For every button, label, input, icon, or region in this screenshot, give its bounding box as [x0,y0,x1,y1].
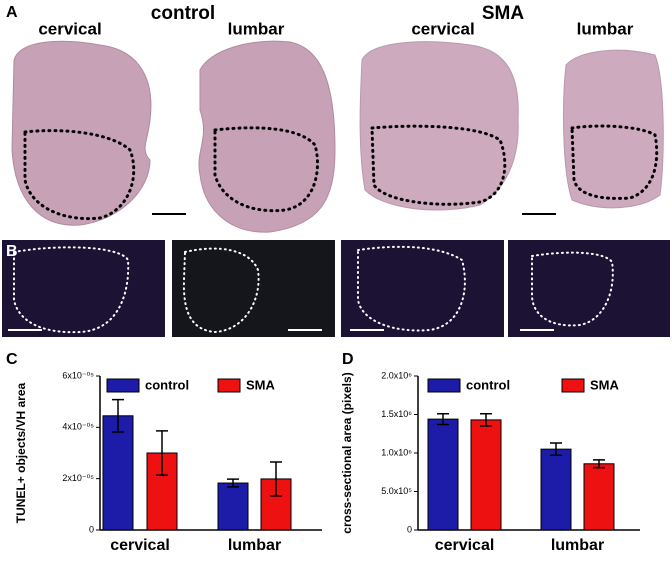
y-tick-label: 5.0x10⁵ [381,486,412,496]
panel-label: B [6,243,18,260]
y-tick-label: 2.0x10⁶ [381,370,412,380]
panel-label: D [342,351,354,368]
x-tick-label: lumbar [551,537,604,554]
y-tick-label: 0 [407,524,412,534]
panel-label: A [6,4,18,21]
error-bar [270,461,282,497]
bar [470,419,502,531]
legend-label: SMA [590,377,620,392]
error-bar [437,412,449,426]
bar [427,418,459,531]
bar [583,463,615,531]
y-tick-label: 4x10⁻⁰⁵ [62,422,94,432]
y-tick-label: 6x10⁻⁰⁵ [62,370,94,380]
column-title: lumbar [577,19,634,38]
y-axis-label: cross-sectional area (pixels) [340,372,354,533]
error-bar [480,412,492,427]
column-title: cervical [38,19,101,38]
y-tick-label: 2x10⁻⁰⁵ [62,473,94,483]
x-tick-label: lumbar [228,537,281,554]
bar [540,448,572,531]
column-title: cervical [411,19,474,38]
error-bar [593,459,605,469]
error-bar [112,398,124,433]
x-tick-label: cervical [110,537,170,554]
legend-swatch [427,378,461,393]
panel-b-images [2,240,670,337]
column-title: lumbar [228,19,285,38]
legend-swatch [106,378,140,393]
y-tick-label: 1.5x10⁶ [381,409,412,419]
panel-label: C [6,351,18,368]
legend-label: SMA [246,377,276,392]
group-title: SMA [482,3,525,24]
error-bar [156,430,168,476]
group-title: control [151,3,215,24]
y-axis-label: TUNEL+ objects/VH area [14,382,28,523]
panel-a-images [11,40,664,233]
legend-swatch [217,378,241,393]
error-bar [550,442,562,457]
x-tick-label: cervical [435,537,495,554]
y-tick-label: 0 [89,524,94,534]
legend-swatch [561,378,585,393]
bar [102,415,134,531]
error-bar [227,478,239,488]
legend-label: control [145,377,189,392]
y-tick-label: 1.0x10⁶ [381,447,412,457]
bar [217,482,249,531]
legend-label: control [466,377,510,392]
